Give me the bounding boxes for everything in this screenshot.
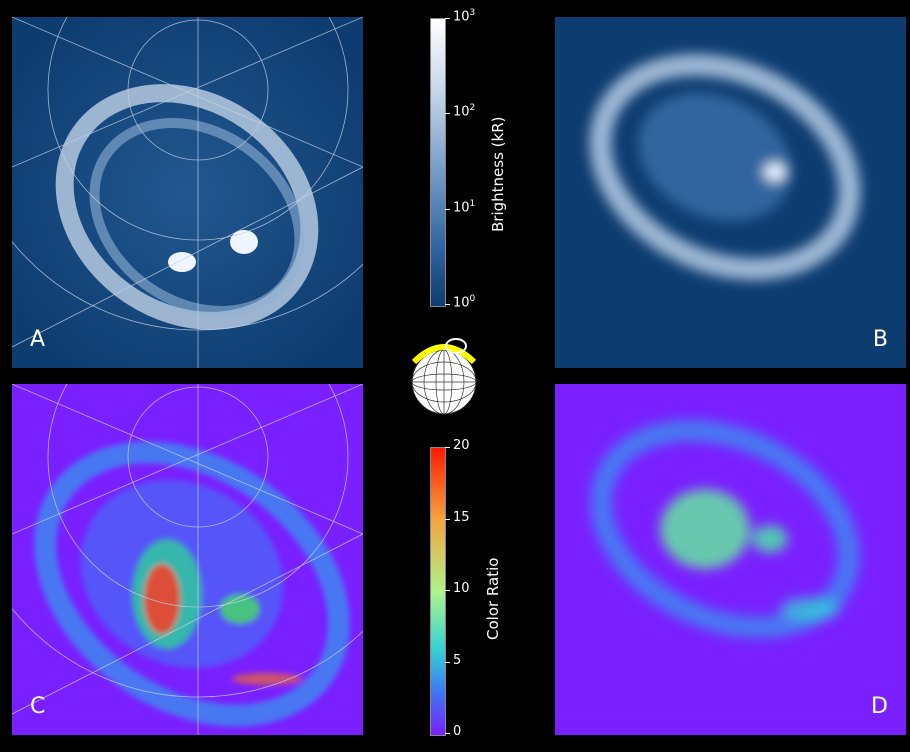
panel-label-d: D: [871, 694, 888, 719]
panel-d-image: [555, 384, 906, 735]
colorbar-tick: [445, 18, 450, 19]
globe-orientation-icon: [411, 338, 477, 415]
ratio-colorbar: [430, 447, 446, 736]
panel-label-a: A: [30, 327, 46, 352]
panel-b-brightness-image: B: [555, 17, 906, 368]
brightness-tick-1000: 103: [453, 8, 476, 25]
brightness-tick-100: 102: [453, 103, 476, 120]
colorbar-tick: [445, 113, 450, 114]
ratio-tick-20: 20: [453, 438, 470, 453]
panel-c-image: [12, 384, 363, 735]
colorbar-tick: [445, 590, 450, 591]
colorbar-tick: [445, 447, 450, 448]
ratio-tick-15: 15: [453, 510, 470, 525]
colorbar-tick: [445, 519, 450, 520]
brightness-tick-1: 100: [453, 294, 476, 311]
ratio-colorbar-title: Color Ratio: [484, 557, 502, 640]
brightness-tick-10: 101: [453, 199, 476, 216]
ratio-tick-5: 5: [453, 653, 462, 668]
brightness-colorbar: [430, 18, 446, 307]
ratio-tick-10: 10: [453, 581, 470, 596]
panel-b-image: [555, 17, 906, 368]
colorbar-tick: [445, 304, 450, 305]
brightness-colorbar-title: Brightness (kR): [489, 116, 507, 232]
panel-c-ratio-image: C: [12, 384, 363, 735]
colorbar-tick: [445, 662, 450, 663]
panel-a-image: [12, 17, 363, 368]
colorbar-tick: [445, 209, 450, 210]
colorbar-tick: [445, 733, 450, 734]
panel-a-brightness-image: A: [12, 17, 363, 368]
panel-label-c: C: [30, 694, 46, 719]
ratio-tick-0: 0: [453, 724, 462, 739]
panel-label-b: B: [872, 327, 888, 352]
panel-d-ratio-image: D: [555, 384, 906, 735]
